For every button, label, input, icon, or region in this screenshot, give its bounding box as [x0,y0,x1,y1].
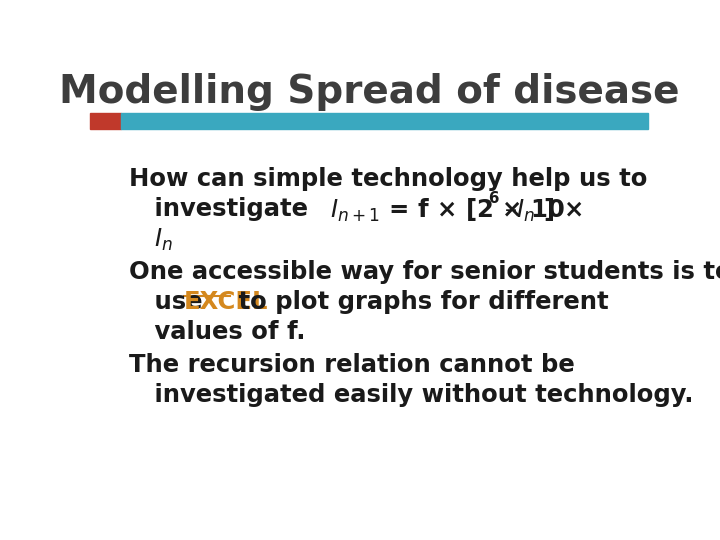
Bar [121,113,648,129]
Text: values of f.: values of f. [129,320,305,344]
Text: Modelling Spread of disease: Modelling Spread of disease [59,73,679,111]
Text: 6: 6 [488,191,498,206]
Text: $I_n$: $I_n$ [129,227,174,253]
Text: to plot graphs for different: to plot graphs for different [230,290,608,314]
Text: investigated easily without technology.: investigated easily without technology. [129,383,693,407]
Text: One accessible way for senior students is to: One accessible way for senior students i… [129,260,720,284]
Bar [90,113,121,129]
Text: –$I_n$ ] ×: –$I_n$ ] × [495,197,582,224]
Text: $I_{n+1}$ = f × [2 × 10: $I_{n+1}$ = f × [2 × 10 [330,197,564,224]
Text: use: use [129,290,211,314]
Text: EXCEL: EXCEL [184,290,269,314]
Text: investigate: investigate [129,197,308,221]
Text: How can simple technology help us to: How can simple technology help us to [129,167,647,191]
Text: The recursion relation cannot be: The recursion relation cannot be [129,354,575,377]
